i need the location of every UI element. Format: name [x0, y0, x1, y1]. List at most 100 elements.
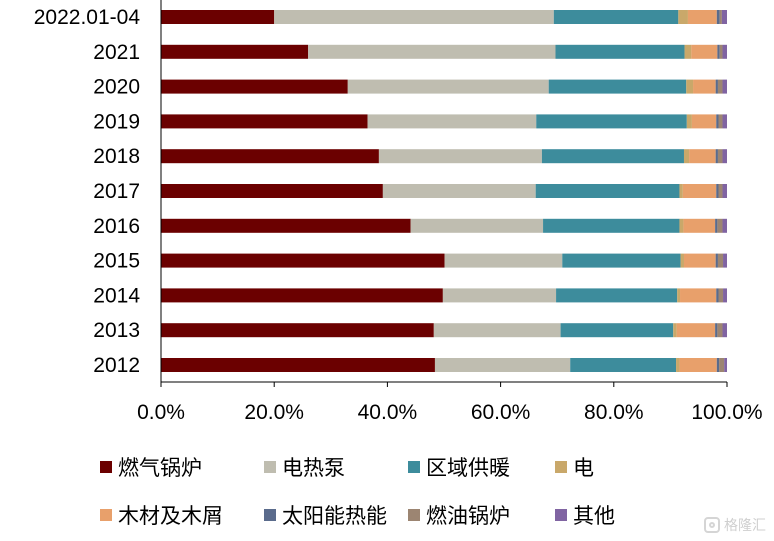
bar-segment	[716, 10, 720, 24]
legend-swatch	[264, 461, 276, 473]
bar-segment	[722, 149, 727, 164]
bar-segment	[684, 44, 692, 59]
legend-label: 其他	[573, 504, 615, 528]
bar-segment	[724, 358, 727, 372]
legend-label: 木材及木屑	[118, 504, 223, 528]
watermark: 格隆汇	[704, 515, 766, 535]
bar-segment	[433, 323, 561, 338]
x-tick-label: 80.0%	[584, 401, 644, 424]
x-tick-label: 40.0%	[358, 401, 418, 424]
bar-segment	[716, 288, 719, 303]
bar-segment	[722, 114, 727, 129]
bar-segment	[689, 149, 716, 164]
legend-swatch	[100, 461, 112, 473]
legend-swatch	[264, 509, 276, 521]
bar-segment	[161, 218, 411, 233]
bar-segment	[687, 10, 717, 24]
legend-label: 电	[573, 456, 594, 480]
legend-swatch	[408, 461, 420, 473]
legend-item: 燃油锅炉	[408, 500, 510, 530]
x-tick-label: 60.0%	[471, 401, 531, 424]
y-tick-label: 2022.01-04	[34, 6, 141, 29]
bar-segment	[555, 44, 685, 59]
bar-segment	[673, 323, 677, 338]
legend-label: 太阳能热能	[282, 504, 387, 528]
bar-segment	[718, 288, 724, 303]
bar-segment	[560, 323, 674, 338]
bar-segment	[535, 184, 680, 198]
bar-segment	[161, 358, 435, 372]
legend-item: 木材及木屑	[100, 500, 223, 530]
bar-segment	[716, 358, 720, 372]
bar-segment	[716, 184, 719, 198]
bar-segment	[718, 114, 723, 129]
bar-segment	[161, 184, 383, 198]
bar-segment	[722, 184, 727, 198]
bar-segment	[382, 184, 536, 198]
bar-segment	[717, 44, 720, 59]
bar-segment	[161, 253, 445, 268]
bar-segment	[686, 114, 692, 129]
bar-segment	[308, 44, 556, 59]
legend-swatch	[555, 509, 567, 521]
bar-segment	[274, 10, 554, 24]
legend-swatch	[100, 509, 112, 521]
bar-segment	[161, 10, 275, 24]
bar-segment	[691, 44, 718, 59]
bar-segment	[715, 323, 718, 338]
bar-segment	[347, 79, 549, 94]
bar-segment	[721, 10, 727, 24]
bar-segment	[543, 218, 680, 233]
bar-segment	[717, 149, 723, 164]
x-tick-label: 20.0%	[244, 401, 304, 424]
bar-segment	[161, 79, 348, 94]
bar-segment	[715, 218, 718, 233]
legend-swatch	[555, 461, 567, 473]
bar-segment	[683, 149, 690, 164]
bar-segment	[719, 44, 723, 59]
bar-segment	[718, 184, 723, 198]
bar-segment	[715, 253, 718, 268]
bar-segment	[719, 358, 725, 372]
bar-segment	[679, 218, 684, 233]
bar-segment	[676, 323, 716, 338]
y-tick-label: 2015	[93, 250, 140, 273]
legend-item: 电热泵	[264, 452, 345, 482]
bar-segment	[680, 288, 717, 303]
bar-segment	[715, 149, 718, 164]
bar-segment	[723, 288, 727, 303]
bar-segment	[677, 288, 681, 303]
bar-segment	[722, 218, 727, 233]
y-tick-label: 2020	[93, 76, 140, 99]
bar-segment	[717, 323, 723, 338]
bar-segment	[715, 79, 718, 94]
legend-item: 太阳能热能	[264, 500, 387, 530]
bar-segment	[410, 218, 544, 233]
y-tick-label: 2017	[93, 180, 140, 203]
legend-item: 其他	[555, 500, 615, 530]
watermark-text: 格隆汇	[724, 518, 766, 534]
y-tick-label: 2012	[93, 354, 140, 377]
bar-segment	[676, 358, 680, 372]
legend-item: 电	[555, 452, 594, 482]
bar-segment	[693, 79, 716, 94]
bar-segment	[434, 358, 571, 372]
bar-segment	[161, 44, 309, 59]
bar-segment	[548, 79, 687, 94]
bar-segment	[717, 253, 724, 268]
bar-segment	[536, 114, 687, 129]
bar-segment	[686, 79, 694, 94]
bar-segment	[562, 253, 681, 268]
legend-label: 燃气锅炉	[118, 456, 202, 480]
bar-segment	[680, 253, 684, 268]
legend-item: 燃气锅炉	[100, 452, 202, 482]
watermark-logo-icon	[704, 517, 720, 533]
bar-segment	[553, 10, 679, 24]
bar-segment	[679, 358, 717, 372]
bar-segment	[570, 358, 677, 372]
bar-segment	[161, 288, 443, 303]
bar-segment	[723, 253, 727, 268]
bar-segment	[682, 184, 717, 198]
bar-segment	[683, 253, 716, 268]
bar-segment	[691, 114, 717, 129]
